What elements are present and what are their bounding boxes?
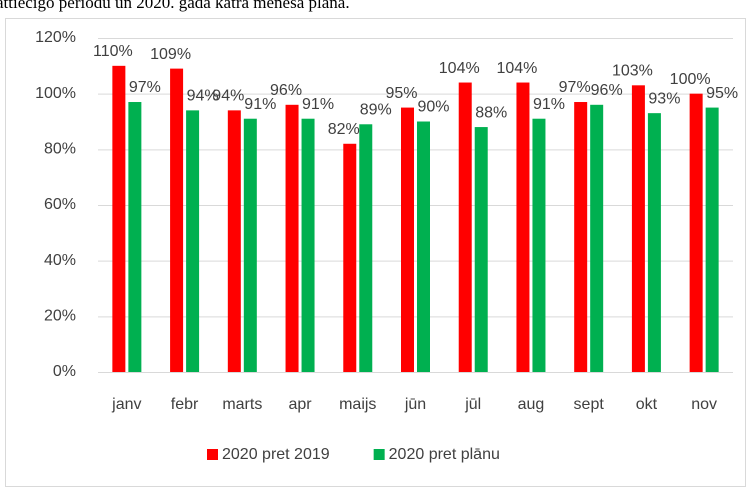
bar (458, 82, 472, 373)
legend-label: 2020 pret plānu (389, 446, 500, 463)
y-tick-label: 120% (35, 29, 76, 46)
bar (401, 107, 414, 372)
bar (227, 110, 241, 372)
data-label: 103% (612, 63, 653, 80)
bar (532, 118, 546, 372)
chart-title: attiecīgo periodu un 2020. gada katra mē… (0, 0, 350, 12)
data-label: 96% (591, 82, 623, 99)
x-tick-label: febr (171, 396, 199, 413)
bar (128, 102, 142, 373)
data-label: 91% (244, 96, 276, 113)
bar (112, 65, 126, 372)
bar (574, 102, 588, 373)
x-tick-label: okt (636, 396, 658, 413)
data-label: 88% (475, 104, 507, 121)
legend-swatch (373, 449, 385, 460)
bar (186, 110, 200, 372)
data-label: 93% (648, 90, 680, 107)
data-label: 91% (302, 96, 334, 113)
data-label: 97% (129, 79, 161, 96)
y-tick-label: 80% (44, 141, 76, 158)
bar (516, 82, 530, 373)
data-label: 97% (559, 79, 591, 96)
x-tick-label: jūn (404, 396, 426, 413)
bar (474, 127, 488, 372)
x-tick-label: sept (574, 396, 605, 413)
legend-swatch (207, 449, 218, 460)
data-label: 94% (187, 88, 219, 105)
data-label: 91% (533, 96, 565, 113)
data-label: 104% (496, 60, 537, 77)
x-tick-label: marts (222, 396, 262, 413)
bar (343, 143, 357, 372)
y-tick-label: 60% (44, 196, 76, 213)
bar (705, 107, 719, 372)
bar (417, 121, 430, 372)
x-tick-label: apr (288, 396, 312, 413)
legend-label: 2020 pret 2019 (222, 446, 330, 463)
x-tick-label: nov (691, 396, 717, 413)
bar (170, 68, 184, 372)
data-label: 90% (417, 99, 449, 116)
data-label: 110% (93, 43, 133, 60)
x-tick-label: maijs (339, 396, 376, 413)
y-tick-label: 20% (44, 308, 76, 325)
bar (285, 104, 299, 373)
bar (243, 118, 257, 372)
y-tick-label: 40% (44, 252, 76, 269)
y-tick-label: 0% (53, 363, 76, 380)
data-label: 104% (439, 60, 480, 77)
bar (631, 85, 645, 373)
data-label: 109% (150, 46, 191, 63)
x-tick-label: janv (111, 396, 141, 413)
bar (359, 124, 373, 373)
bar (590, 104, 604, 373)
data-label: 94% (212, 88, 244, 105)
y-tick-label: 100% (35, 85, 76, 102)
data-label: 100% (670, 71, 711, 88)
data-label: 82% (328, 121, 360, 138)
data-label: 95% (706, 85, 738, 102)
data-label: 89% (360, 102, 392, 119)
bar (301, 118, 315, 372)
x-tick-label: aug (518, 396, 545, 413)
bar (689, 93, 703, 373)
data-label: 95% (385, 85, 417, 102)
x-tick-label: jūl (464, 396, 481, 413)
bar (647, 113, 661, 373)
data-label: 96% (270, 82, 302, 99)
